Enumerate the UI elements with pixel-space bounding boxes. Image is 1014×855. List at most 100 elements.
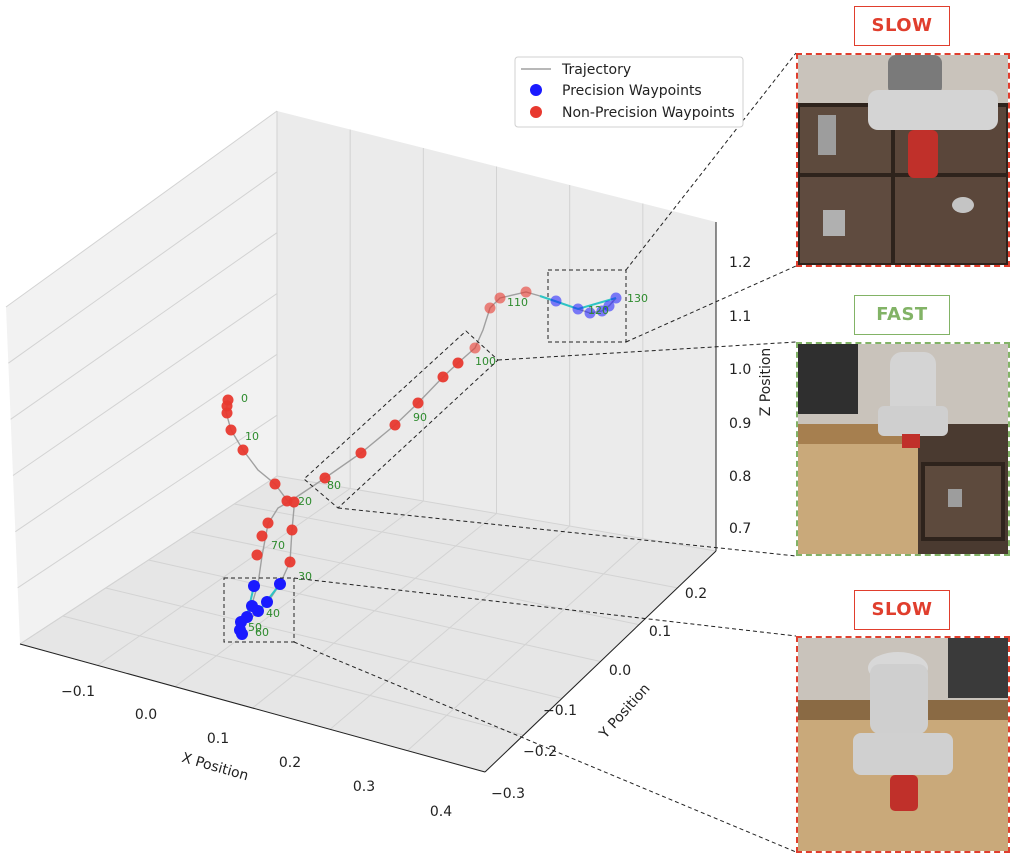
y-tick-label: −0.2 (523, 744, 557, 760)
camera-view-middle-image (798, 344, 1008, 554)
connector-mid-1 (497, 341, 797, 361)
precision-waypoint (572, 303, 584, 315)
z-tick-label: 0.9 (729, 416, 751, 432)
x-tick-label: 0.3 (353, 779, 375, 795)
connector-top-1 (625, 52, 797, 271)
y-tick-label: −0.1 (543, 703, 577, 719)
non-precision-waypoint (221, 407, 233, 419)
camera-view-bottom-image (798, 638, 1008, 851)
waypoint-label: 40 (266, 607, 280, 620)
z-tick-label: 1.0 (729, 362, 751, 378)
y-tick-label: 0.2 (685, 586, 707, 602)
non-precision-waypoint (288, 496, 300, 508)
waypoint-label: 70 (271, 539, 285, 552)
camera-view-top-image (798, 55, 1008, 265)
z-axis-label: Z Position (758, 348, 774, 417)
speed-label-slow-bottom: SLOW (854, 590, 950, 630)
waypoints (221, 286, 622, 640)
non-precision-waypoint (469, 342, 481, 354)
x-tick-label: 0.2 (279, 755, 301, 771)
legend-precision-swatch (530, 84, 542, 96)
connector-top-2 (625, 265, 797, 343)
non-precision-waypoint (237, 444, 249, 456)
non-precision-waypoint (355, 447, 367, 459)
waypoint-label: 100 (475, 355, 496, 368)
y-tick-label: 0.1 (649, 624, 671, 640)
non-precision-waypoint (286, 524, 298, 536)
non-precision-waypoint (494, 292, 506, 304)
y-axis-label: Y Position (596, 681, 654, 743)
camera-view-middle (796, 342, 1010, 556)
waypoint-label: 90 (413, 411, 427, 424)
x-tick-label: 0.0 (135, 707, 157, 723)
legend-precision-label: Precision Waypoints (562, 83, 702, 99)
non-precision-waypoint (251, 549, 263, 561)
non-precision-waypoint (484, 302, 496, 314)
non-precision-waypoint (437, 371, 449, 383)
waypoint-label: 50 (248, 621, 262, 634)
non-precision-waypoint (262, 517, 274, 529)
x-axis-ticks: −0.1 0.0 0.1 0.2 0.3 0.4 (61, 684, 452, 820)
camera-view-bottom (796, 636, 1010, 853)
x-axis-line (19, 643, 486, 773)
grid-line (12, 293, 278, 476)
y-tick-label: 0.0 (609, 663, 631, 679)
grid-line (276, 475, 717, 552)
precision-waypoint (274, 578, 286, 590)
waypoint-label: 0 (241, 392, 248, 405)
grid-line (5, 110, 278, 308)
waypoint-label: 80 (327, 479, 341, 492)
grid-line (17, 414, 278, 589)
non-precision-waypoint (389, 419, 401, 431)
grid-line (234, 503, 678, 589)
precision-waypoint (603, 300, 615, 312)
grid-line (10, 232, 278, 420)
speed-label-slow-top: SLOW (854, 6, 950, 46)
precision-waypoint (584, 307, 596, 319)
precision-waypoint (236, 628, 248, 640)
zoom-box-bottom (223, 577, 295, 643)
back-grid (5, 110, 717, 773)
waypoint-label: 130 (627, 292, 648, 305)
z-tick-label: 0.7 (729, 521, 751, 537)
zoom-callouts (223, 52, 797, 853)
legend-nonprecision-label: Non-Precision Waypoints (562, 105, 735, 121)
non-precision-waypoint (256, 530, 268, 542)
z-axis-ticks: 0.7 0.8 0.9 1.0 1.1 1.2 (729, 255, 751, 537)
legend-nonprecision-swatch (530, 106, 542, 118)
left-pane (6, 111, 277, 644)
non-precision-waypoint (269, 478, 281, 490)
x-tick-label: 0.1 (207, 731, 229, 747)
z-tick-label: 1.1 (729, 309, 751, 325)
non-precision-waypoint (452, 357, 464, 369)
legend-frame (514, 56, 744, 128)
non-precision-waypoint (225, 424, 237, 436)
waypoint-label: 20 (298, 495, 312, 508)
x-tick-label: 0.4 (430, 804, 452, 820)
waypoint-label: 60 (255, 626, 269, 639)
grid-line (8, 171, 278, 364)
precision-waypoint (610, 292, 622, 304)
connector-bot-1 (293, 577, 797, 637)
z-tick-label: 0.8 (729, 469, 751, 485)
waypoint-label: 30 (298, 570, 312, 583)
non-precision-waypoint (284, 556, 296, 568)
y-tick-label: −0.3 (491, 786, 525, 802)
grid-line (15, 353, 278, 533)
legend-trajectory-label: Trajectory (561, 62, 631, 78)
waypoint-label: 120 (588, 304, 609, 317)
waypoint-label: 110 (507, 296, 528, 309)
camera-view-top (796, 53, 1010, 267)
z-tick-label: 1.2 (729, 255, 751, 271)
precision-waypoint (248, 580, 260, 592)
waypoint-label: 10 (245, 430, 259, 443)
x-axis-label: X Position (180, 750, 250, 784)
non-precision-waypoint (412, 397, 424, 409)
precision-waypoint (261, 596, 273, 608)
precision-waypoint (550, 295, 562, 307)
non-precision-waypoint (520, 286, 532, 298)
speed-label-fast: FAST (854, 295, 950, 335)
